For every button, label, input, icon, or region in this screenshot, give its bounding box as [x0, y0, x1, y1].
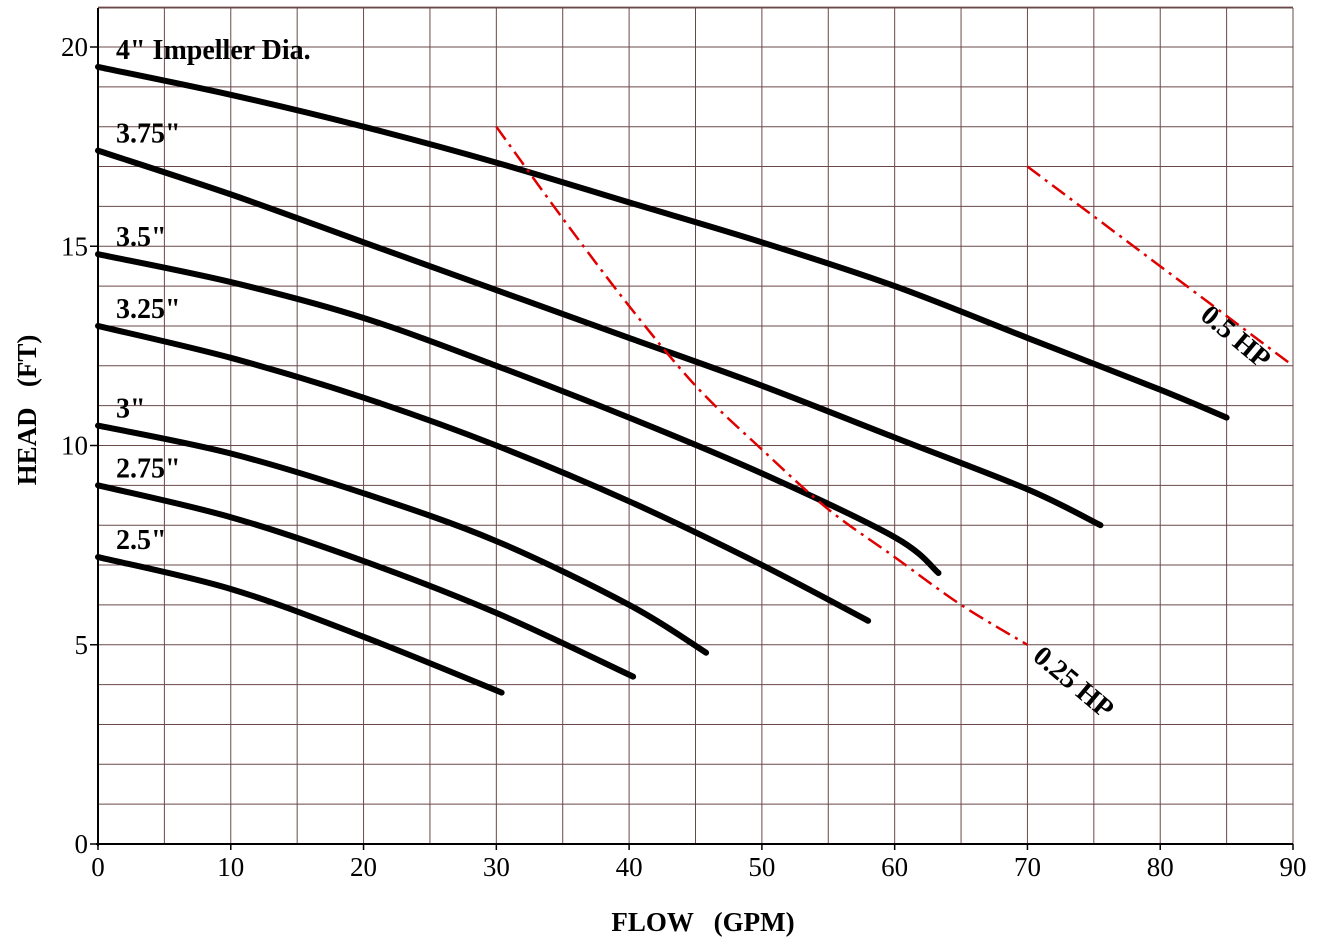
series-label-2-75: 2.75": [116, 453, 181, 484]
x-tick-label: 10: [217, 852, 244, 882]
series-label-0-5-hp: 0.5 HP: [1195, 299, 1277, 375]
y-tick-label: 10: [61, 431, 88, 461]
x-tick-label: 80: [1147, 852, 1174, 882]
series-line-3: [95, 422, 710, 656]
x-tick-label: 60: [881, 852, 908, 882]
y-axis-title: HEAD (FT): [12, 335, 42, 486]
y-tick-label: 20: [61, 32, 88, 62]
x-tick-label: 30: [483, 852, 510, 882]
series-line-2-75: [95, 482, 637, 680]
y-tick-label: 5: [75, 630, 89, 660]
series-label-3-25: 3.25": [116, 294, 181, 325]
x-tick-label: 70: [1014, 852, 1041, 882]
series-label-4-impeller-dia: 4" Impeller Dia.: [116, 35, 311, 66]
series-line-3-25: [95, 322, 872, 624]
series-label-3-5: 3.5": [116, 222, 167, 253]
x-axis-title: FLOW (GPM): [611, 907, 794, 937]
grid: [98, 6, 1294, 844]
labels-layer: 4" Impeller Dia. 3.75" 3.5" 3.25" 3" 2.75" 2.5…: [116, 35, 1276, 725]
x-tick-label: 0: [91, 852, 105, 882]
series-label-2-5: 2.5": [116, 525, 167, 556]
x-tick-label: 50: [748, 852, 775, 882]
series-line-3-5: [95, 251, 942, 576]
x-tick-label: 20: [350, 852, 377, 882]
series-label-3: 3": [116, 394, 146, 425]
series-layer: [95, 63, 1294, 696]
series-line-2-5: [95, 554, 505, 696]
y-tick-label: 15: [61, 231, 88, 261]
x-tick-label: 40: [616, 852, 643, 882]
series-label-0-25-hp: 0.25 HP: [1027, 640, 1120, 725]
series-label-3-75: 3.75": [116, 119, 181, 150]
series-line-3-75: [95, 147, 1104, 529]
series-line-4-impeller-dia: [95, 63, 1230, 421]
x-tick-label: 90: [1280, 852, 1307, 882]
series-line-0-5-hp: [1026, 165, 1294, 367]
series-line-0-25-hp: [495, 125, 1029, 646]
y-tick-label: 0: [75, 829, 89, 859]
